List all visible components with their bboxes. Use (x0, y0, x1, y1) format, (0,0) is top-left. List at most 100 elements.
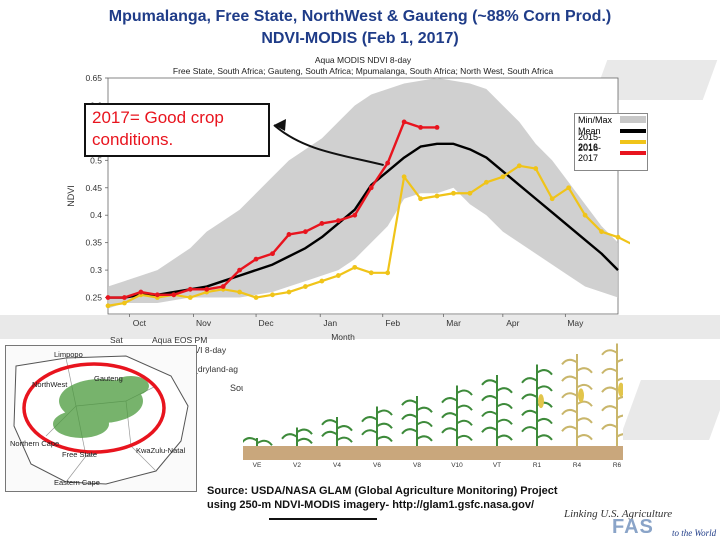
slide-title: Mpumalanga, Free State, NorthWest & Gaut… (0, 6, 720, 50)
series-2015-2016-line-point (105, 303, 111, 309)
plant-leaf (336, 436, 353, 443)
map-label: KwaZulu-Natal (136, 446, 186, 455)
legend-swatch (620, 139, 646, 144)
plant-leaf (496, 387, 513, 394)
x-tick-label: Mar (446, 318, 461, 328)
legend-item: 2015-2016 (575, 132, 647, 152)
plant-leaf (601, 367, 618, 375)
legend-label: 2015-2016 (578, 131, 602, 152)
map-label: Free State (62, 450, 98, 459)
series-2016-2017-line-point (319, 221, 325, 226)
fas-tagline: Linking U.S. Agriculture (564, 508, 673, 520)
series-2016-2017-line-point (368, 185, 374, 191)
series-2015-2016-line-point (385, 270, 391, 276)
plant-leaf (576, 383, 593, 391)
plant-leaf (496, 434, 513, 441)
plant-leaf (536, 385, 553, 392)
plant-leaf (561, 409, 578, 416)
y-tick-label: 0.25 (85, 293, 102, 303)
map-svg (13, 355, 189, 485)
plant-leaf (336, 425, 353, 432)
series-2016-2017-line-point (286, 232, 292, 237)
plant-leaf (536, 434, 553, 441)
background-arrow-lower (619, 380, 720, 440)
y-tick-label: 0.3 (90, 265, 102, 275)
series-2016-2017-line-point (138, 289, 144, 295)
series-2015-2016-line-point (270, 292, 275, 298)
growth-stage-label: V8 (413, 462, 421, 468)
plant-leaf (456, 419, 473, 426)
plant-leaf (321, 419, 338, 426)
corn-growth-stages: VE V2 V4 V6 V8 V10 VT R1 R4 R6 (241, 340, 633, 469)
x-tick-label: Nov (196, 318, 212, 328)
y-tick-label: 0.35 (85, 238, 102, 248)
corn-ear (618, 382, 624, 397)
series-2016-2017-line-point (253, 256, 259, 262)
plant-leaf (296, 437, 313, 445)
growth-stage-label: R1 (533, 462, 542, 468)
series-2015-2016-line-point (286, 289, 292, 295)
x-tick-label: May (567, 318, 584, 328)
plant-leaf (561, 425, 578, 432)
plant-leaf (256, 439, 273, 446)
plant-leaf (521, 377, 538, 384)
plant-leaf (456, 434, 473, 442)
legend-label: Mean (578, 125, 601, 136)
plant-leaf (536, 369, 553, 376)
series-minmax-band (108, 78, 618, 309)
series-2016-2017-line-point (270, 251, 275, 257)
plant-leaf (401, 428, 418, 435)
series-2015-2016-line-point (352, 264, 358, 270)
series-2016-2017-line-point (204, 286, 210, 292)
background-band (0, 315, 720, 339)
series-2015-2016-line-point (483, 179, 489, 185)
plant-leaf (481, 379, 498, 386)
map-label: Limpopo (54, 350, 83, 359)
series-2016-2017-line-point (385, 160, 391, 166)
plant-leaf (481, 426, 498, 433)
y-axis-label: NDVI (66, 185, 76, 207)
plant-leaf (376, 409, 393, 416)
source-line-2[interactable]: using 250-m NDVI-MODIS imagery- http://g… (207, 499, 535, 511)
series-2015-2016-line-point (319, 278, 325, 284)
series-2016-2017-line-point (401, 119, 407, 125)
series-2016-2017-line-point (303, 229, 308, 235)
plant-leaf (481, 410, 498, 418)
series-2016-2017-line-point (171, 292, 177, 298)
legend-item: Min/Max (575, 114, 647, 125)
plant-leaf (281, 433, 298, 440)
series-2015-2016-line-point (549, 196, 555, 202)
series-2016-2017-line-point (122, 295, 127, 300)
series-2016-2017-line-point (434, 124, 440, 130)
metadata-row: Sat Aqua EOS PM (110, 335, 238, 346)
growth-stage-label: V4 (333, 462, 341, 468)
fas-logo: FAS (612, 516, 654, 538)
map-label: NorthWest (32, 380, 68, 389)
series-2015-2016-line-point (467, 190, 473, 196)
plant-leaf (561, 392, 578, 399)
source-note: Source: USDA/NASA GLAM (Global Agricultu… (207, 484, 627, 512)
growth-stage-label: VT (493, 462, 501, 468)
plant-leaf (361, 416, 378, 423)
plant-leaf (376, 435, 393, 443)
chart-subtitle: Free State, South Africa; Gauteng, South… (173, 66, 553, 76)
series-2015-2016-line-point (451, 190, 456, 196)
x-axis-label: Month (331, 332, 355, 342)
map-label: Gauteng (94, 374, 123, 383)
plant-leaf (361, 429, 378, 436)
series-2015-2016-line-point (303, 284, 308, 289)
series-2016-2017-line-point (187, 286, 193, 292)
series-2015-2016-line-point (533, 166, 539, 171)
series-2016-2017-line-point (105, 295, 111, 300)
growth-stage-label: V10 (451, 462, 463, 468)
series-2016-2017-line-point (220, 284, 226, 289)
plant-leaf (456, 404, 473, 411)
soil (243, 446, 623, 460)
source-line-1: Source: USDA/NASA GLAM (Global Agricultu… (207, 485, 558, 497)
growth-stage-label: V2 (293, 462, 301, 468)
growth-stage-label: V6 (373, 462, 381, 468)
plant-leaf (496, 403, 513, 410)
plant-leaf (601, 349, 618, 356)
legend-label: 2016-2017 (578, 142, 602, 163)
